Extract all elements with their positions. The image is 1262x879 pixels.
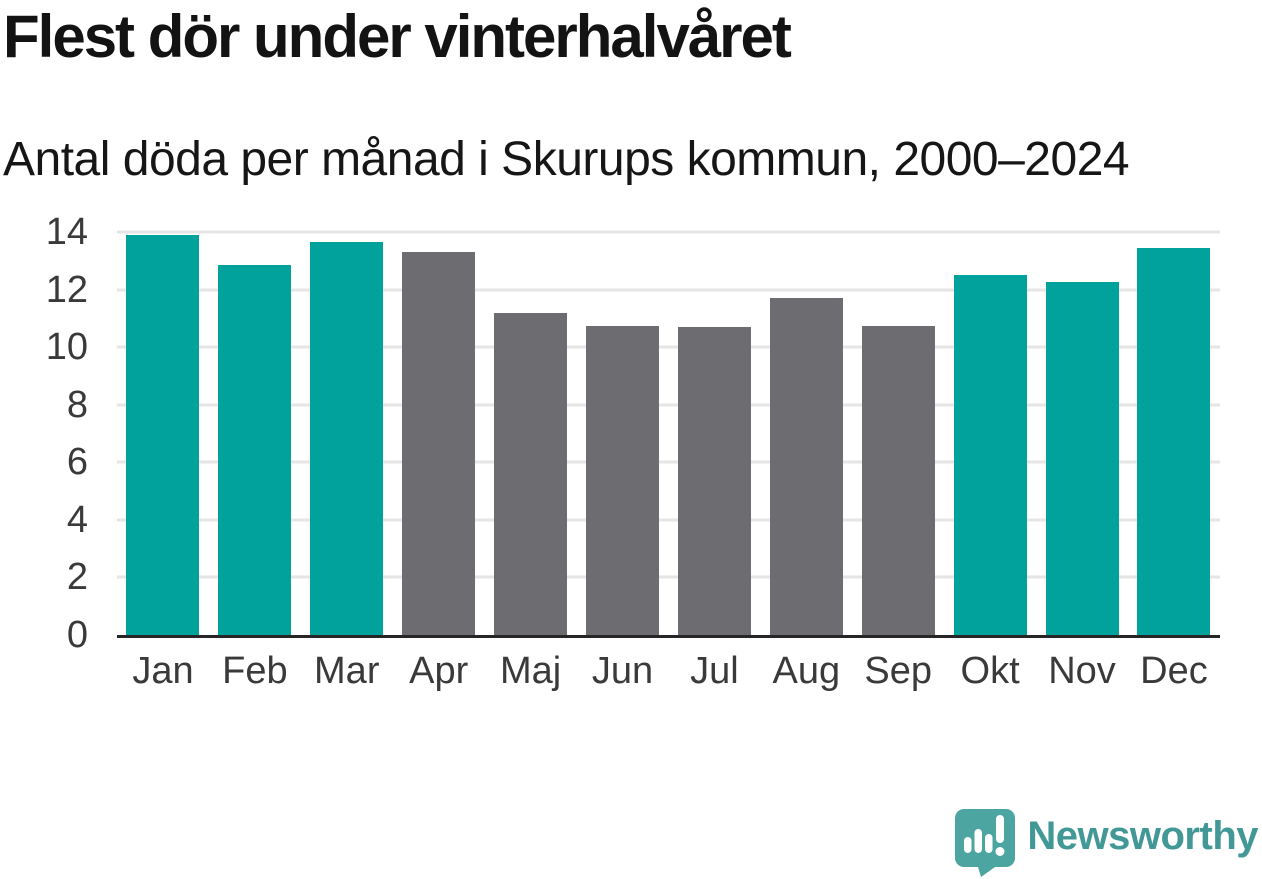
y-tick-label-10: 10 bbox=[45, 326, 88, 369]
gridline-12 bbox=[117, 288, 1220, 292]
bar-jun bbox=[585, 325, 659, 635]
chart-title: Flest dör under vinterhalvåret bbox=[3, 3, 792, 70]
x-tick-label-jan: Jan bbox=[132, 650, 194, 692]
bar-apr bbox=[402, 252, 476, 635]
bar-jan bbox=[126, 234, 200, 635]
x-tick-label-jul: Jul bbox=[690, 650, 739, 692]
bar-feb bbox=[218, 265, 292, 635]
exclamation-mark-glyph bbox=[995, 815, 1005, 856]
bar-dec bbox=[1137, 247, 1211, 635]
x-tick-label-feb: Feb bbox=[222, 650, 288, 692]
bar-aug bbox=[769, 298, 843, 635]
chart-subtitle: Antal döda per månad i Skurups kommun, 2… bbox=[3, 133, 1130, 186]
bar-jul bbox=[677, 327, 751, 635]
x-axis-line bbox=[117, 635, 1220, 638]
y-tick-label-12: 12 bbox=[45, 268, 88, 311]
x-tick-label-aug: Aug bbox=[772, 650, 841, 692]
gridline-10 bbox=[117, 345, 1220, 349]
bar-nov bbox=[1045, 282, 1119, 635]
gridline-14 bbox=[117, 230, 1220, 234]
bar-chart: 0 2 4 6 8 10 12 14 Jan Feb Mar Apr Maj Jun Jul Aug Sep O… bbox=[0, 213, 1262, 712]
x-tick-label-maj: Maj bbox=[499, 650, 562, 692]
plot-area bbox=[117, 230, 1220, 638]
y-tick-label-0: 0 bbox=[66, 614, 88, 656]
x-tick-label-dec: Dec bbox=[1140, 650, 1208, 692]
y-tick-label-4: 4 bbox=[66, 498, 88, 541]
newsworthy-brand: Newsworthy bbox=[953, 807, 1258, 877]
bars bbox=[117, 232, 1220, 635]
y-axis: 0 2 4 6 8 10 12 14 bbox=[0, 213, 100, 654]
y-tick-label-2: 2 bbox=[66, 556, 88, 599]
x-tick-label-mar: Mar bbox=[314, 650, 380, 692]
gridline-6 bbox=[117, 460, 1220, 464]
x-tick-label-okt: Okt bbox=[960, 650, 1020, 692]
x-tick-label-apr: Apr bbox=[409, 650, 469, 692]
y-tick-label-6: 6 bbox=[66, 441, 88, 484]
bar-mar bbox=[310, 242, 384, 635]
x-axis-labels: Jan Feb Mar Apr Maj Jun Jul Aug Sep Okt Nov Dec bbox=[117, 650, 1220, 693]
x-tick-label-sep: Sep bbox=[864, 650, 933, 692]
gridline-8 bbox=[117, 403, 1220, 407]
bar-okt bbox=[953, 275, 1027, 635]
y-tick-label-8: 8 bbox=[66, 383, 88, 426]
gridline-4 bbox=[117, 518, 1220, 522]
y-tick-label-14: 14 bbox=[45, 211, 88, 253]
bar-maj bbox=[494, 312, 568, 635]
x-tick-label-jun: Jun bbox=[591, 650, 654, 692]
brand-wordmark: Newsworthy bbox=[1027, 814, 1258, 858]
gridline-2 bbox=[117, 575, 1220, 579]
newsworthy-logo-icon bbox=[955, 809, 1016, 877]
x-tick-label-nov: Nov bbox=[1048, 650, 1116, 692]
mini-bar-chart-glyph bbox=[964, 829, 993, 853]
bar-sep bbox=[861, 325, 935, 635]
